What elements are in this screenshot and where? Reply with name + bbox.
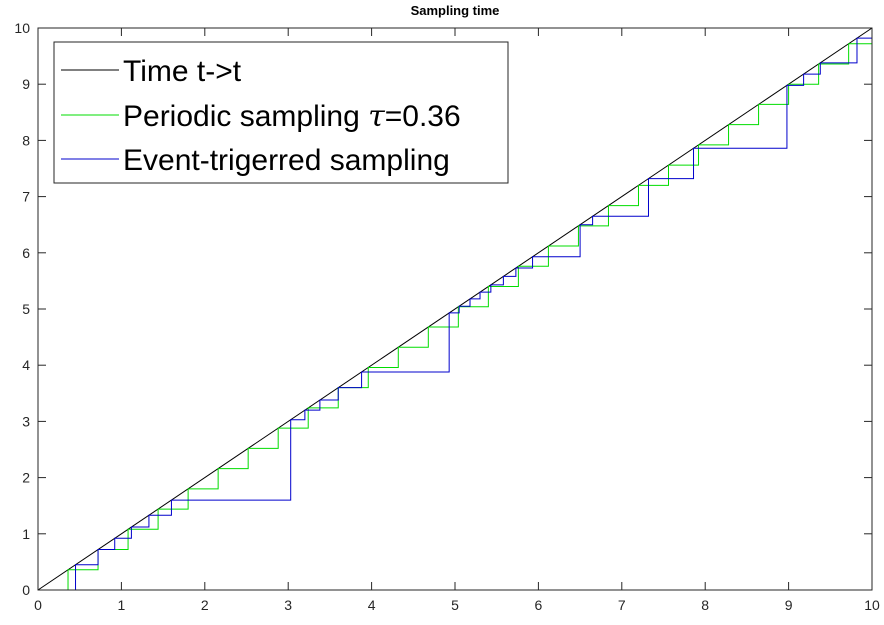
x-tick-label: 3 <box>284 597 292 613</box>
y-tick-label: 10 <box>14 20 30 36</box>
legend-label-time: Time t->t <box>123 55 242 88</box>
ticks-layer: 0 1 2 3 4 5 6 7 8 9 10 0 1 2 3 4 5 6 7 8 9 10 <box>14 20 880 613</box>
series-time <box>37 27 873 591</box>
y-tick-label: 5 <box>22 301 30 317</box>
legend-label-periodic-suffix: =0.36 <box>385 100 461 133</box>
legend-label-periodic-symbol: τ <box>368 99 385 134</box>
y-tick-label: 0 <box>22 582 30 598</box>
series-periodic <box>38 43 872 591</box>
series-layer <box>37 27 873 591</box>
y-tick-label: 4 <box>22 357 30 373</box>
x-tick-label: 2 <box>201 597 209 613</box>
x-tick-label: 7 <box>618 597 626 613</box>
x-tick-label: 0 <box>34 597 42 613</box>
x-tick-label: 6 <box>535 597 543 613</box>
x-tick-label: 1 <box>118 597 126 613</box>
y-tick-label: 6 <box>22 245 30 261</box>
x-tick-label: 5 <box>451 597 459 613</box>
x-tick-label: 8 <box>701 597 709 613</box>
x-tick-label: 9 <box>785 597 793 613</box>
series-event <box>38 37 872 591</box>
x-tick-label: 10 <box>864 597 880 613</box>
y-tick-label: 2 <box>22 470 30 486</box>
y-tick-label: 7 <box>22 189 30 205</box>
x-tick-label: 4 <box>368 597 376 613</box>
legend-label-periodic: Periodic sampling τ=0.36 <box>123 99 461 134</box>
legend: Time t->t Periodic sampling τ=0.36 Event… <box>53 41 509 184</box>
legend-label-periodic-prefix: Periodic sampling <box>123 100 368 133</box>
legend-box <box>53 41 509 184</box>
y-tick-label: 8 <box>22 132 30 148</box>
chart-title: Sampling time <box>411 3 500 18</box>
y-tick-label: 3 <box>22 413 30 429</box>
legend-label-event: Event-trigerred sampling <box>123 144 450 177</box>
y-tick-label: 1 <box>22 526 30 542</box>
y-tick-label: 9 <box>22 76 30 92</box>
